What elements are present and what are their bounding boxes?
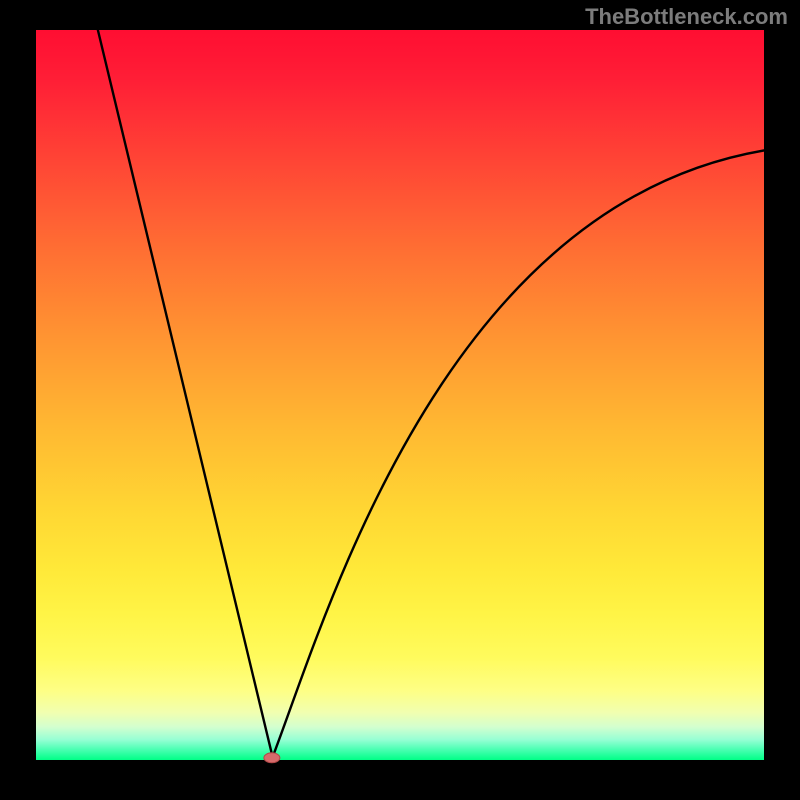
- plot-area: [36, 30, 764, 760]
- optimum-marker: [264, 753, 280, 763]
- watermark-text: TheBottleneck.com: [585, 4, 788, 30]
